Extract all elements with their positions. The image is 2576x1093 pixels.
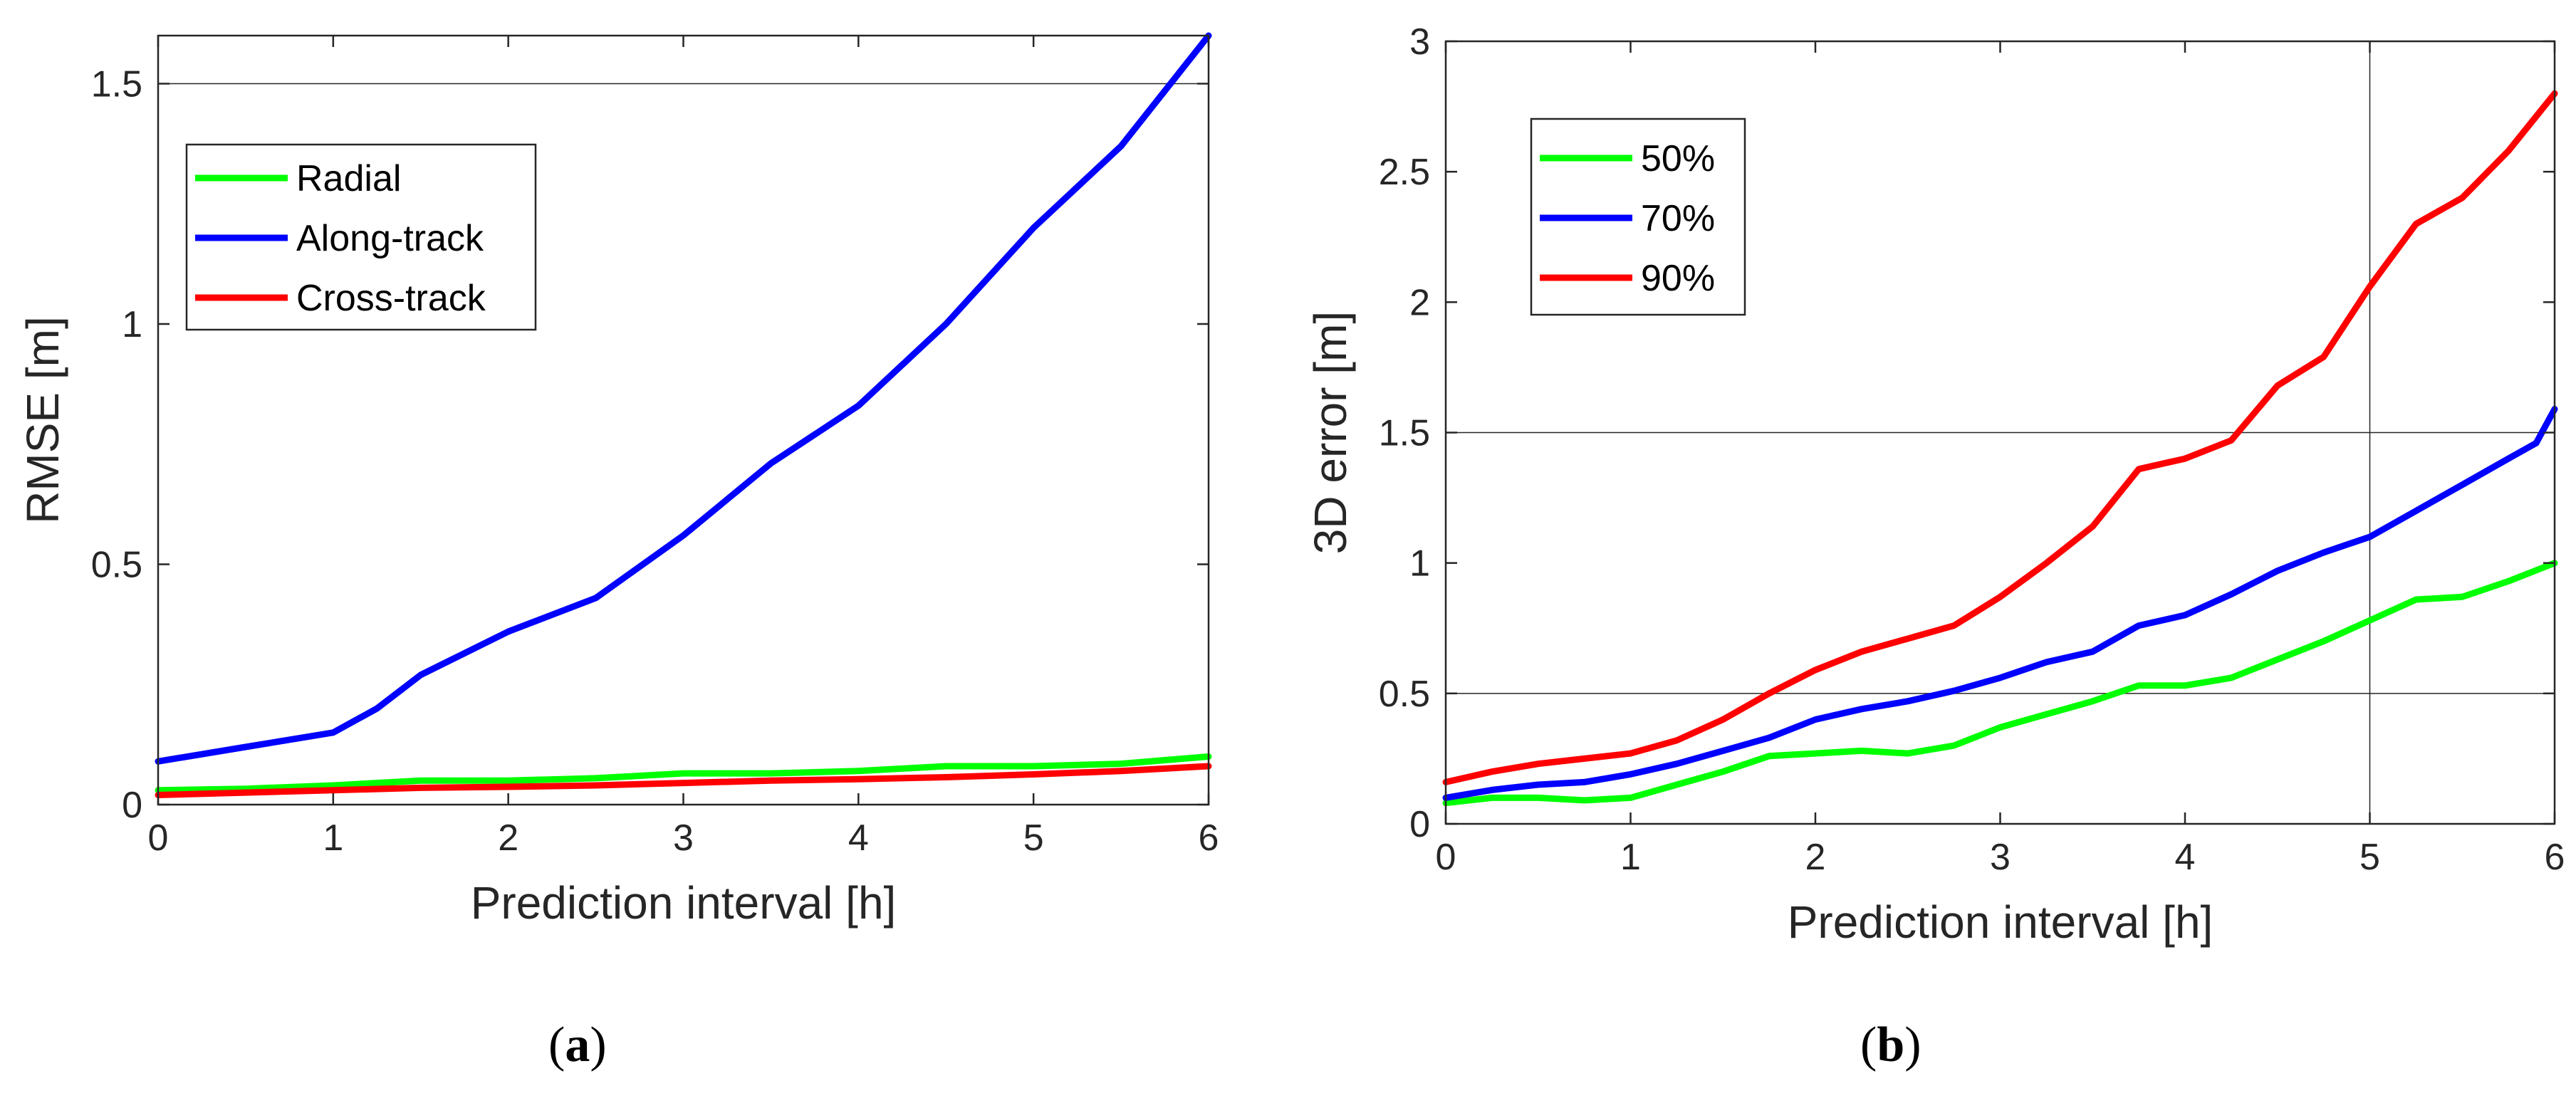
series-line-along-track: [155, 32, 1212, 765]
x-tick-label: 2: [498, 817, 518, 859]
x-tick-label: 6: [2545, 837, 2565, 878]
y-axis-label: RMSE [m]: [17, 316, 68, 524]
x-tick-label: 0: [148, 817, 169, 859]
series-line-cross-track: [155, 763, 1212, 798]
x-tick-label: 1: [1620, 837, 1641, 878]
y-tick-label: 1: [122, 304, 142, 345]
series-line-50-: [1442, 560, 2558, 807]
y-tick-label: 1.5: [91, 64, 142, 105]
x-tick-label: 1: [323, 817, 343, 859]
y-axis-label: 3D error [m]: [1305, 311, 1356, 554]
x-tick-label: 0: [1436, 837, 1456, 878]
y-tick-label: 0: [1409, 804, 1430, 845]
legend: 50% 70% 90%: [1530, 117, 1746, 316]
legend-label: Radial: [296, 158, 401, 199]
legend-label: 50%: [1641, 138, 1715, 179]
series-line-70-: [1442, 406, 2558, 801]
panel-caption: (b): [1860, 1018, 1921, 1072]
y-tick-label: 2.5: [1379, 152, 1430, 193]
legend-label: Along-track: [296, 218, 484, 259]
x-tick-label: 5: [2359, 837, 2380, 878]
y-tick-label: 1.5: [1379, 413, 1430, 454]
y-tick-label: 0: [122, 785, 142, 826]
y-tick-label: 0.5: [1379, 674, 1430, 715]
legend-label: Cross-track: [296, 278, 486, 319]
y-tick-label: 3: [1409, 21, 1430, 63]
x-tick-label: 6: [1199, 817, 1219, 859]
legend: Radial Along-track Cross-track: [185, 143, 537, 331]
y-tick-label: 1: [1409, 543, 1430, 585]
x-tick-label: 2: [1805, 837, 1826, 878]
legend-label: 70%: [1641, 198, 1715, 239]
legend-label: 90%: [1641, 258, 1715, 299]
x-tick-label: 3: [673, 817, 694, 859]
x-tick-label: 3: [1990, 837, 2011, 878]
x-axis-label: Prediction interval [h]: [1788, 896, 2213, 948]
series-line-90-: [1442, 90, 2558, 785]
x-tick-label: 4: [2175, 837, 2196, 878]
x-axis-label: Prediction interval [h]: [471, 877, 897, 929]
series-line-radial: [155, 753, 1212, 794]
y-tick-label: 0.5: [91, 545, 142, 586]
x-tick-label: 5: [1023, 817, 1044, 859]
x-tick-label: 4: [848, 817, 869, 859]
chart-panel-a: 0 1 2 3 4 5 6 0 0.5 1 1.5 Prediction interval [h] RM…: [17, 32, 1219, 1072]
chart-panel-b: 0 1 2 3 4 5 6 0 0.5 1 1.5 2 2.5 3 Prediction interval …: [1305, 21, 2565, 1072]
panel-caption: (a): [548, 1018, 607, 1072]
y-tick-label: 2: [1409, 282, 1430, 323]
